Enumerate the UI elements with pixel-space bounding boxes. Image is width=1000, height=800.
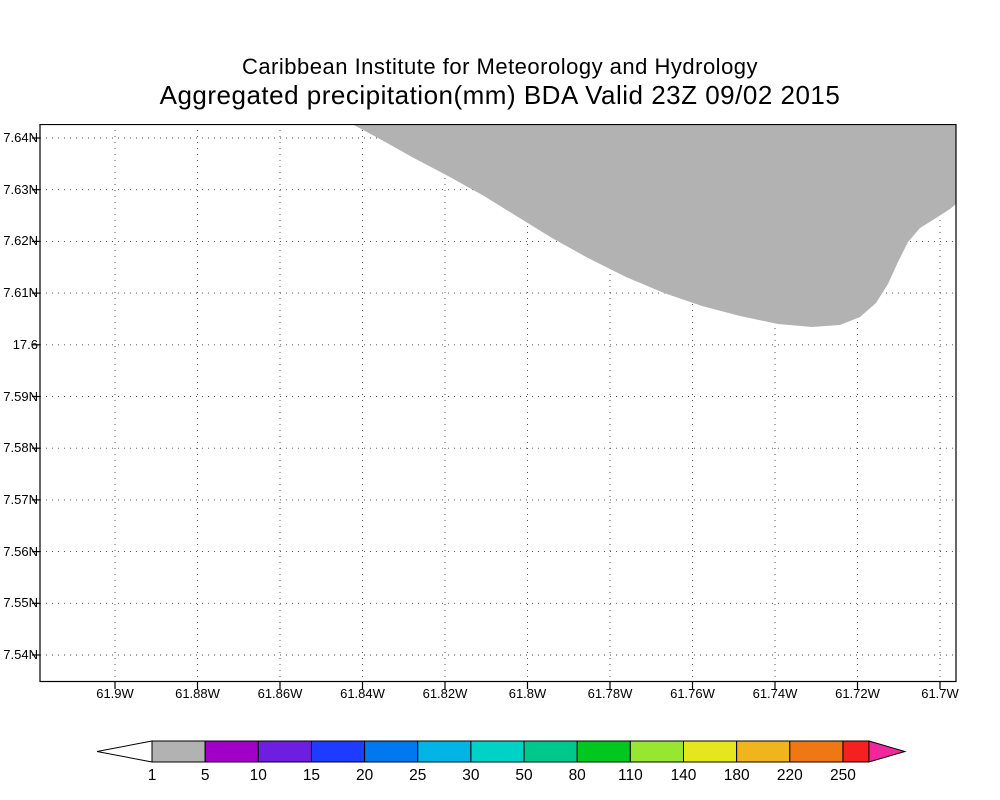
axis-ticks — [32, 137, 941, 689]
x-axis-tick-label: 61.76W — [670, 686, 715, 701]
colorbar-label: 50 — [515, 767, 533, 784]
colorbar-label: 10 — [250, 767, 268, 784]
colorbar-segment — [417, 740, 472, 763]
y-axis-tick-label: 7.59N — [3, 388, 38, 404]
colorbar-label: 15 — [303, 767, 320, 784]
colorbar-segment — [683, 740, 738, 763]
colorbar-label: 140 — [671, 767, 697, 784]
y-axis-tick-label: 17.6 — [12, 336, 38, 352]
y-axis-tick-label: 7.57N — [3, 491, 38, 507]
colorbar-segment — [523, 740, 578, 763]
colorbar-label: 20 — [356, 767, 374, 784]
colorbar-segment — [629, 740, 684, 763]
colorbar-label: 25 — [409, 767, 426, 784]
x-axis-tick-label: 61.78W — [587, 686, 633, 701]
colorbar-over-arrow — [868, 740, 907, 763]
map-plot — [32, 124, 957, 689]
colorbar-segment — [789, 740, 844, 763]
title-block: Caribbean Institute for Meteorology and … — [0, 54, 1000, 111]
colorbar-segment — [310, 740, 366, 763]
y-axis-tick-label: 7.63N — [3, 181, 38, 197]
colorbar-segment — [470, 740, 525, 763]
y-axis-tick-label: 7.58N — [3, 440, 38, 456]
x-axis-tick-label: 61.88W — [175, 686, 220, 701]
y-axis-tick-label: 7.61N — [3, 285, 38, 301]
colorbar-segment — [257, 740, 312, 763]
colorbar: 1 5 10 15 20 25 30 50 80 110 140 180 220 250 — [96, 740, 907, 784]
colorbar-label: 80 — [569, 767, 587, 784]
chart-title: Aggregated precipitation(mm) BDA Valid 2… — [159, 80, 841, 110]
x-axis-tick-label: 61.9W — [96, 686, 134, 701]
x-axis-tick-label: 61.72W — [835, 686, 880, 701]
x-axis-tick-label: 61.8W — [508, 686, 547, 701]
colorbar-segment — [736, 740, 791, 763]
x-axis-tick-label: 61.82W — [422, 686, 468, 701]
colorbar-segment — [151, 740, 206, 763]
x-axis-tick-label: 61.84W — [340, 686, 385, 701]
colorbar-segment — [576, 740, 631, 763]
colorbar-segment — [204, 740, 259, 763]
y-axis-tick-label: 7.56N — [3, 543, 38, 559]
colorbar-label: 250 — [830, 767, 856, 784]
colorbar-segment — [364, 740, 419, 763]
colorbar-label: 180 — [724, 767, 750, 784]
colorbar-label: 5 — [201, 767, 210, 784]
shaded-region-1-5mm — [352, 124, 956, 327]
x-axis-tick-label: 61.86W — [257, 686, 303, 701]
institution-title: Caribbean Institute for Meteorology and … — [241, 54, 759, 79]
y-axis-tick-label: 7.54N — [3, 647, 38, 662]
y-axis-tick-label: 7.64N — [3, 130, 38, 145]
plot-border — [39, 124, 957, 683]
x-axis-tick-label: 61.74W — [752, 686, 798, 701]
colorbar-label: 1 — [148, 767, 157, 784]
colorbar-under-arrow — [96, 740, 153, 763]
colorbar-label: 220 — [777, 767, 803, 784]
y-axis-tick-label: 7.55N — [3, 595, 38, 611]
colorbar-label: 110 — [618, 767, 643, 784]
colorbar-segment — [842, 740, 870, 763]
x-axis-tick-label: 61.7W — [921, 686, 959, 701]
y-axis-tick-label: 7.62N — [3, 233, 38, 249]
colorbar-label: 30 — [462, 767, 480, 784]
